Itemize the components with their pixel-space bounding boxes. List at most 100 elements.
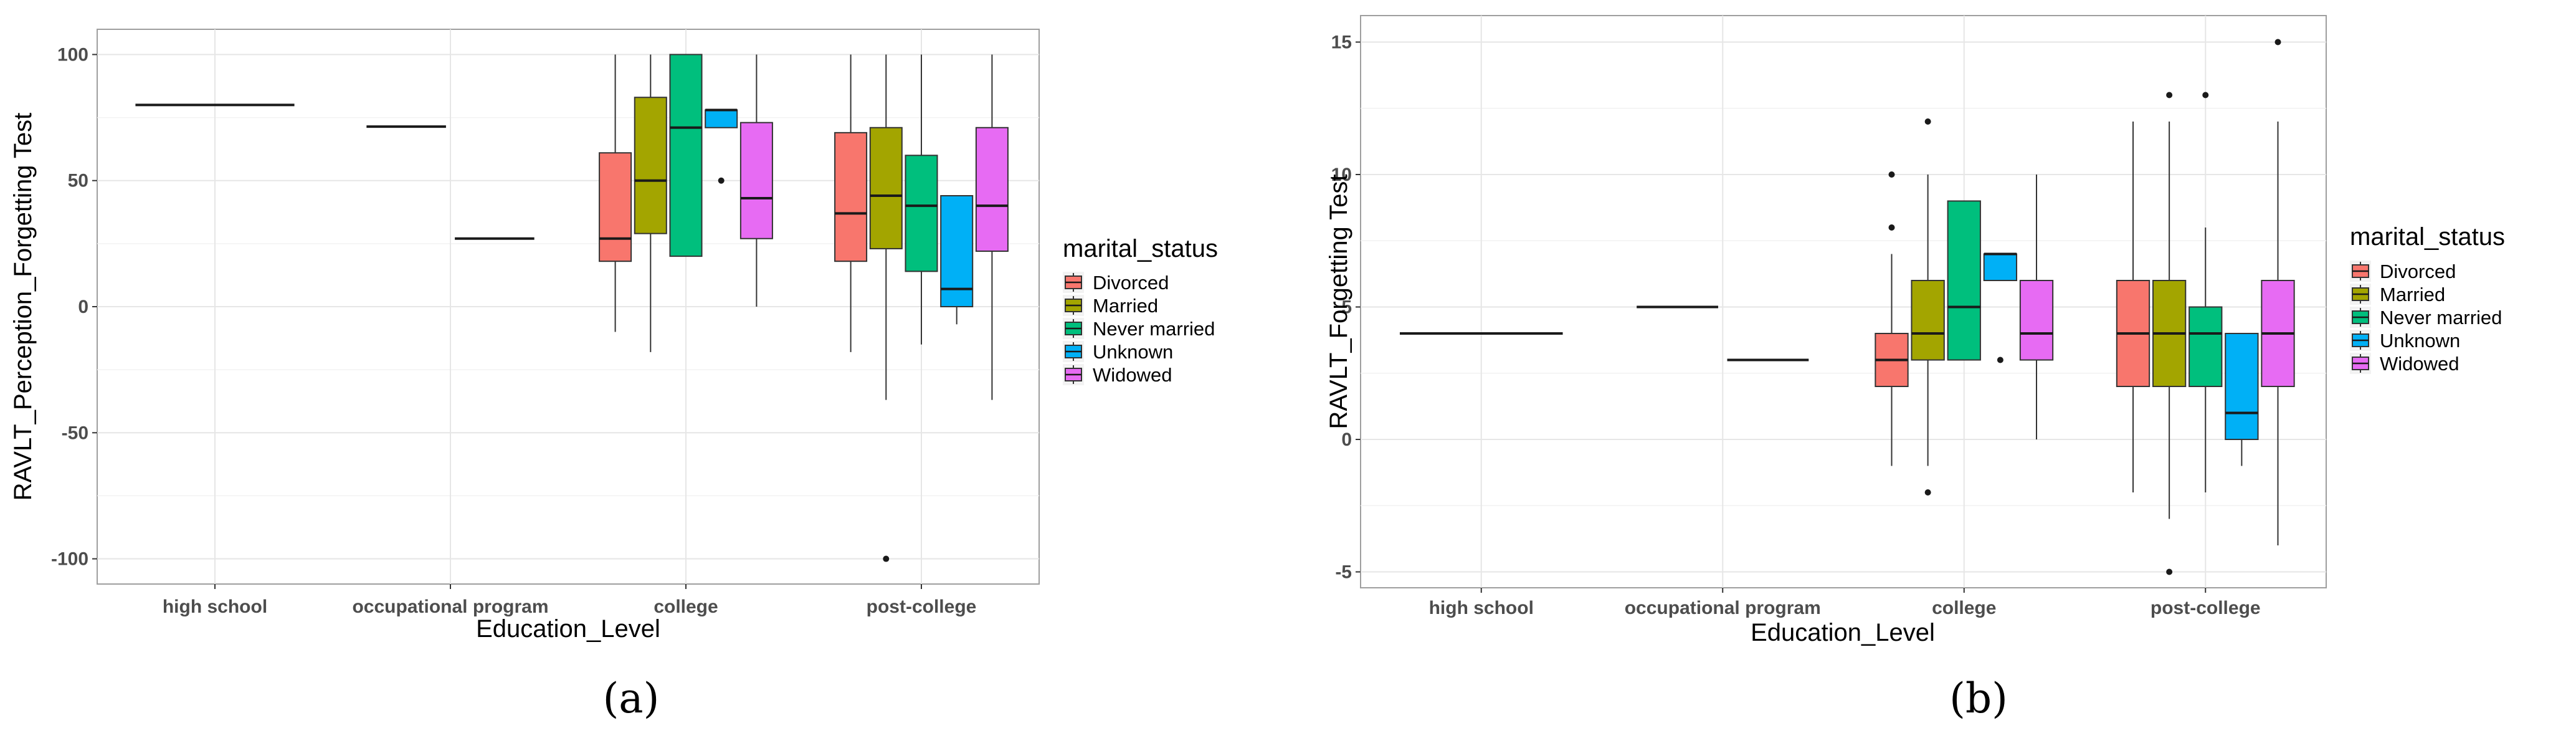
panel-a: -100 -50 0 50 100 high school occupational pr… <box>9 29 1218 722</box>
box-body <box>705 109 738 128</box>
box-college-divorced <box>599 54 632 332</box>
legend-item-never-married: Never married <box>2350 307 2502 328</box>
legend-item-unknown: Unknown <box>1063 341 1173 363</box>
legend-label: Divorced <box>2380 261 2456 282</box>
box-college-divorced <box>1875 171 1909 466</box>
box-college-married <box>1911 118 1945 496</box>
box-body <box>634 97 667 234</box>
box-body <box>869 127 903 249</box>
panel-a-x-ticks: high school occupational program college po… <box>163 584 977 617</box>
legend-item-divorced: Divorced <box>1063 272 1169 294</box>
box-body <box>834 132 868 262</box>
legend-item-widowed: Widowed <box>2350 353 2460 375</box>
panel-a-legend-title: marital_status <box>1063 235 1218 262</box>
legend-item-widowed: Widowed <box>1063 364 1172 386</box>
outlier-point <box>2274 39 2281 46</box>
legend-item-unknown: Unknown <box>2350 330 2460 352</box>
x-tick-label: college <box>654 596 718 617</box>
legend-item-divorced: Divorced <box>2350 261 2456 282</box>
y-tick-label: 0 <box>78 297 88 317</box>
y-tick-label: -50 <box>62 423 88 443</box>
y-tick-label: 50 <box>68 171 88 191</box>
panel-a-y-axis-title: RAVLT_Perception_Forgetting Test <box>9 113 37 501</box>
x-tick-label: high school <box>163 596 267 617</box>
box-body <box>975 127 1009 252</box>
box-college-never-married <box>669 54 703 257</box>
box-post-college-divorced <box>2116 122 2151 492</box>
legend-label: Never married <box>2380 307 2502 328</box>
box-body <box>1983 253 2018 281</box>
box-post-college-widowed <box>2261 39 2295 545</box>
box-body <box>669 54 703 257</box>
y-tick-label: -5 <box>1335 562 1352 583</box>
outlier-point <box>1924 489 1931 496</box>
x-tick-label: post-college <box>867 596 977 617</box>
y-tick-label: -100 <box>51 549 88 570</box>
box-post-college-unknown <box>940 195 974 325</box>
y-tick-label: 15 <box>1331 32 1352 53</box>
legend-item-married: Married <box>1063 295 1158 317</box>
legend-item-married: Married <box>2350 284 2445 305</box>
box-body <box>1947 200 1981 361</box>
outlier-point <box>883 555 890 562</box>
box-body <box>905 155 938 272</box>
x-tick-label: occupational program <box>1625 598 1821 618</box>
x-tick-label: post-college <box>2151 598 2261 618</box>
panel-a-boxes <box>135 54 1009 562</box>
box-post-college-unknown <box>2225 333 2259 466</box>
panel-a-label: (a) <box>603 674 660 722</box>
outlier-point <box>1888 171 1895 178</box>
panel-b-boxes <box>1399 39 2295 575</box>
box-body <box>739 122 773 239</box>
legend-label: Unknown <box>2380 330 2460 352</box>
panel-a-y-ticks: -100 -50 0 50 100 <box>51 44 97 570</box>
panel-b-x-ticks: high school occupational program college po… <box>1429 588 2261 618</box>
box-college-widowed <box>739 54 773 307</box>
panel-b-legend-title: marital_status <box>2350 223 2505 251</box>
outlier-point <box>1997 357 2003 363</box>
box-college-unknown <box>1983 252 2018 363</box>
box-college-never-married <box>1947 200 1981 361</box>
y-tick-label: 0 <box>1341 429 1352 450</box>
y-tick-label: 10 <box>1331 165 1352 185</box>
box-college-widowed <box>2019 175 2054 439</box>
box-body <box>2019 280 2054 361</box>
outlier-point <box>2166 568 2173 575</box>
legend-item-never-married: Never married <box>1063 318 1215 340</box>
outlier-point <box>1924 118 1931 125</box>
x-tick-label: occupational program <box>352 596 548 617</box>
panel-a-x-axis-title: Education_Level <box>476 615 660 643</box>
box-post-college-never-married <box>2189 92 2223 492</box>
box-body <box>599 152 632 262</box>
box-body <box>1911 280 1945 361</box>
legend-label: Never married <box>1093 318 1215 340</box>
panel-b-y-axis-title: RAVLT_Forgetting Test <box>1325 174 1352 429</box>
box-post-college-married <box>869 54 903 562</box>
box-body <box>2225 333 2259 440</box>
panel-b-x-axis-title: Education_Level <box>1751 619 1935 646</box>
legend-label: Widowed <box>2380 353 2460 375</box>
box-post-college-widowed <box>975 54 1009 400</box>
y-tick-label: 100 <box>57 44 88 65</box>
outlier-point <box>1888 224 1895 231</box>
panel-b-y-ticks: -5 0 5 10 15 <box>1331 32 1361 583</box>
outlier-point <box>2202 92 2209 98</box>
x-tick-label: high school <box>1429 598 1534 618</box>
box-college-married <box>634 54 667 352</box>
panel-b-label: (b) <box>1949 674 2008 722</box>
outlier-point <box>2166 92 2173 98</box>
box-college-unknown <box>705 108 738 184</box>
legend-label: Unknown <box>1093 341 1173 363</box>
box-post-college-never-married <box>905 54 938 345</box>
outlier-point <box>718 177 725 184</box>
x-tick-label: college <box>1932 598 1996 618</box>
panel-b: -5 0 5 10 15 high school occupational program… <box>1325 15 2505 722</box>
legend-label: Married <box>2380 284 2445 305</box>
box-post-college-married <box>2152 92 2187 575</box>
y-tick-label: 5 <box>1341 297 1352 318</box>
legend-label: Divorced <box>1093 272 1169 294</box>
legend-label: Widowed <box>1093 364 1172 386</box>
